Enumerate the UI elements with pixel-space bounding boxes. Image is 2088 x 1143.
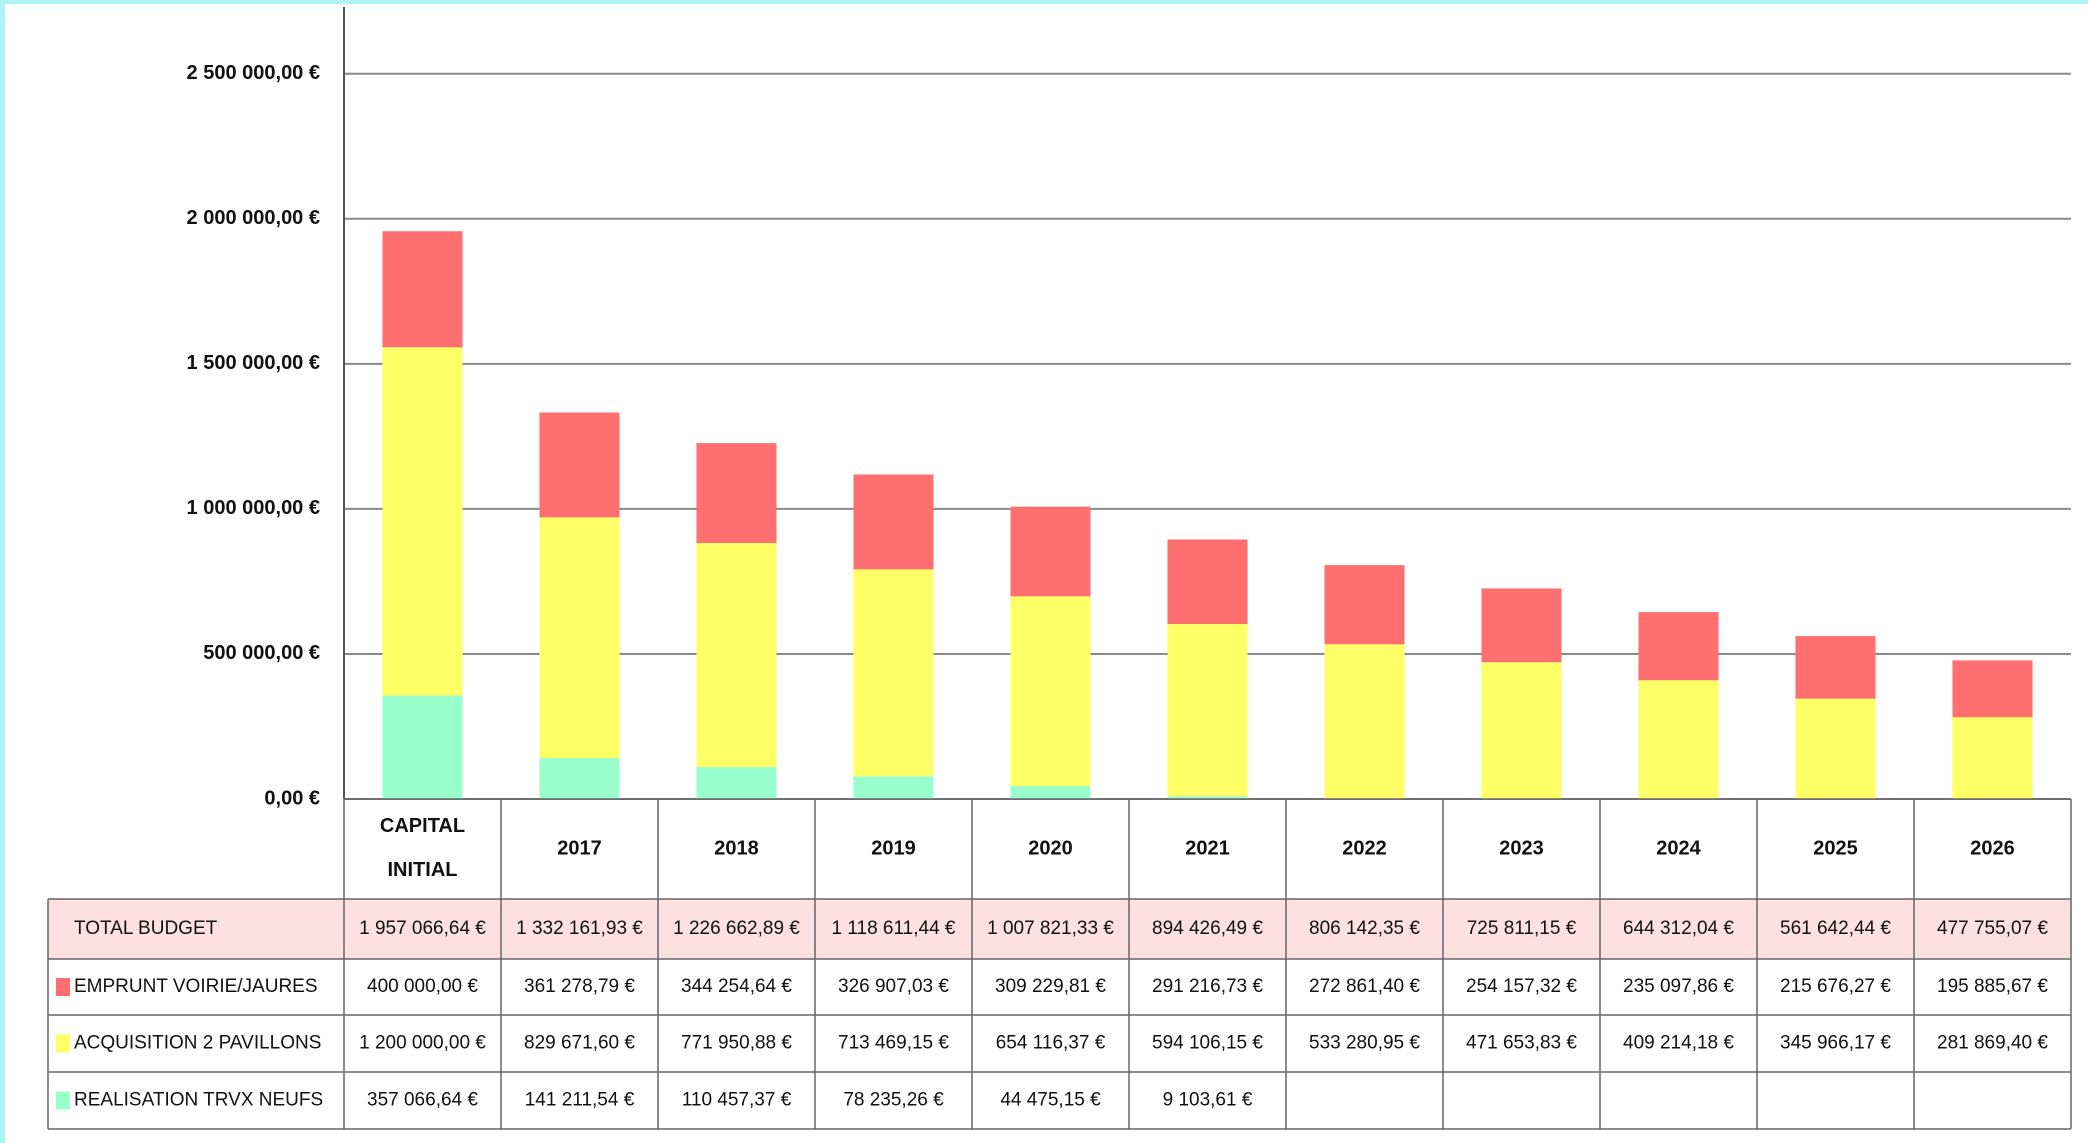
x-tick-label: 2017 [557, 837, 602, 859]
x-tick-label: 2019 [871, 837, 916, 859]
table-cell: 272 861,40 € [1309, 976, 1420, 997]
bar-segment [539, 412, 620, 518]
table-cell: 1 226 662,89 € [673, 918, 800, 939]
table-cell: 1 118 611,44 € [832, 918, 956, 939]
bar-segment [1167, 624, 1248, 797]
table-cell: 594 106,15 € [1152, 1033, 1263, 1054]
frame-top [0, 0, 2088, 4]
legend-label: EMPRUNT VOIRIE/JAURES [74, 976, 318, 997]
bar-segment [1795, 636, 1876, 699]
table-cell: 471 653,83 € [1466, 1033, 1577, 1054]
table-cell: 141 211,54 € [525, 1090, 635, 1111]
table-cell: 361 278,79 € [524, 976, 635, 997]
bar-segment [1167, 796, 1248, 799]
x-tick-label: 2025 [1813, 837, 1858, 859]
y-tick-label: 2 000 000,00 € [187, 207, 320, 229]
table-cell: 713 469,15 € [838, 1033, 949, 1054]
table-cell: 1 332 161,93 € [516, 918, 643, 939]
bar-segment [1010, 506, 1091, 597]
table-cell: 1 957 066,64 € [359, 918, 486, 939]
table-cell: 291 216,73 € [1152, 976, 1263, 997]
table-cell: 771 950,88 € [681, 1033, 792, 1054]
legend-swatch [56, 978, 70, 996]
table-cell: 561 642,44 € [1780, 918, 1891, 939]
bar-segment [382, 231, 463, 348]
table-cell: 326 907,03 € [838, 976, 949, 997]
x-tick-label: 2020 [1028, 837, 1073, 859]
table-cell: 357 066,64 € [367, 1090, 478, 1111]
table-cell: 533 280,95 € [1309, 1033, 1420, 1054]
bar-segment [1481, 662, 1562, 799]
bar-segment [1481, 588, 1562, 663]
table-cell: 1 200 000,00 € [359, 1033, 486, 1054]
table-cell: 215 676,27 € [1780, 976, 1891, 997]
table-cell: 644 312,04 € [1623, 918, 1734, 939]
table-cell: 235 097,86 € [1623, 976, 1734, 997]
x-tick-label: 2022 [1342, 837, 1387, 859]
bar-segment [853, 474, 934, 570]
table-cell: 806 142,35 € [1309, 918, 1420, 939]
table-cell: 477 755,07 € [1937, 918, 2048, 939]
bar-segment [853, 776, 934, 799]
bar-segment [1795, 698, 1876, 799]
bar-segment [1010, 786, 1091, 799]
table-cell: 894 426,49 € [1152, 918, 1263, 939]
bar-segment [1952, 717, 2033, 799]
bar-segment [696, 443, 777, 544]
legend-label: ACQUISITION 2 PAVILLONS [74, 1033, 321, 1054]
y-tick-label: 500 000,00 € [203, 642, 320, 664]
table-cell: 281 869,40 € [1937, 1033, 2048, 1054]
bar-segment [1952, 660, 2033, 718]
bar-segment [696, 543, 777, 767]
bar-segment [539, 517, 620, 759]
bar-segment [853, 569, 934, 777]
table-cell: 409 214,18 € [1623, 1033, 1734, 1054]
bar-segment [1324, 644, 1405, 799]
bar-segment [1638, 612, 1719, 681]
y-tick-label: 0,00 € [264, 787, 320, 809]
x-tick-label: 2024 [1656, 837, 1701, 859]
bar-segment [539, 758, 620, 799]
table-cell: 195 885,67 € [1937, 976, 2048, 997]
table-cell: 400 000,00 € [367, 976, 478, 997]
legend-label: REALISATION TRVX NEUFS [74, 1090, 323, 1111]
row-header: TOTAL BUDGET [74, 918, 218, 939]
y-tick-label: 2 500 000,00 € [187, 62, 320, 84]
bar-segment [382, 695, 463, 799]
legend-swatch [56, 1034, 70, 1053]
table-cell: 78 235,26 € [843, 1090, 944, 1111]
total-row-bg [48, 899, 2071, 959]
table-cell: 110 457,37 € [682, 1090, 792, 1111]
table-cell: 44 475,15 € [1000, 1090, 1101, 1111]
bar-segment [1638, 680, 1719, 799]
bar-segment [382, 347, 463, 696]
table-cell: 254 157,32 € [1466, 976, 1577, 997]
table-cell: 309 229,81 € [995, 976, 1106, 997]
x-tick-label: 2018 [714, 837, 759, 859]
table-cell: 344 254,64 € [681, 976, 792, 997]
y-tick-label: 1 500 000,00 € [187, 352, 320, 374]
table-cell: 9 103,61 € [1163, 1090, 1253, 1111]
x-tick-label: 2026 [1970, 837, 2015, 859]
frame-left [0, 0, 5, 1143]
y-tick-label: 1 000 000,00 € [187, 497, 320, 519]
legend-swatch [56, 1091, 70, 1110]
x-tick-label: 2023 [1499, 837, 1544, 859]
table-cell: 829 671,60 € [524, 1033, 635, 1054]
bar-segment [696, 766, 777, 799]
table-cell: 725 811,15 € [1467, 918, 1577, 939]
table-cell: 345 966,17 € [1780, 1033, 1891, 1054]
table-cell: 654 116,37 € [996, 1033, 1106, 1054]
x-tick-label: 2021 [1185, 837, 1230, 859]
bar-segment [1167, 539, 1248, 625]
bar-segment [1324, 565, 1405, 645]
x-tick-label: CAPITAL INITIAL [380, 815, 465, 881]
table-cell: 1 007 821,33 € [987, 918, 1114, 939]
bar-segment [1010, 596, 1091, 787]
